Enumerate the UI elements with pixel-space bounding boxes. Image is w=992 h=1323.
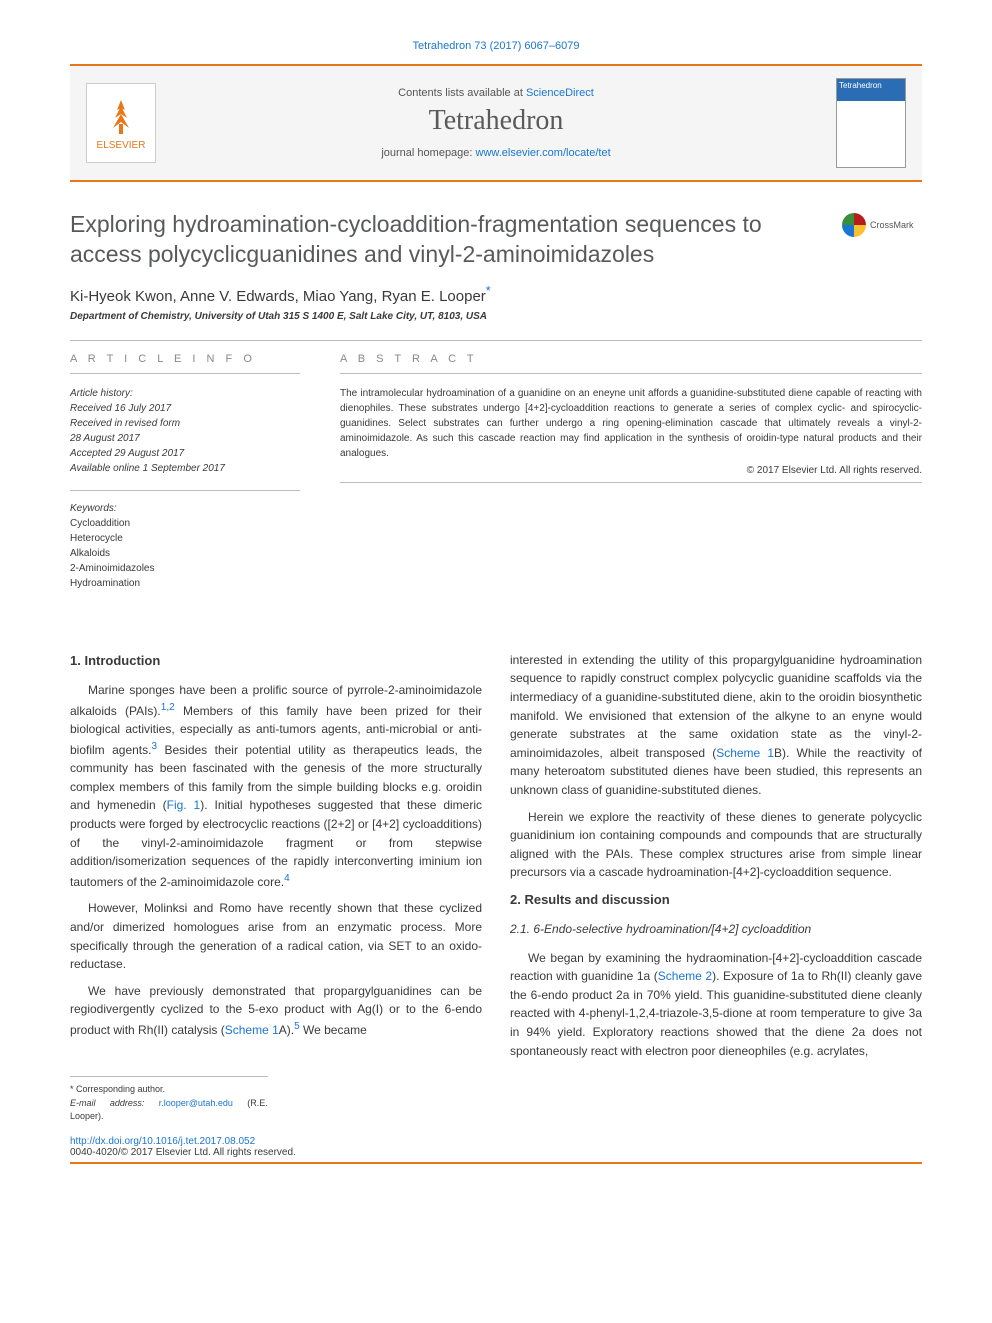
column-right: interested in extending the utility of t… [510, 651, 922, 1125]
corresponding-note: * Corresponding author. [70, 1083, 268, 1097]
article-info: A R T I C L E I N F O Article history: R… [70, 353, 300, 591]
info-heading: A R T I C L E I N F O [70, 353, 300, 365]
section-1-title: 1. Introduction [70, 651, 482, 671]
keywords-label: Keywords: [70, 503, 300, 514]
crossmark-badge[interactable]: CrossMark [842, 210, 922, 240]
ref-link[interactable]: 1,2 [161, 702, 175, 713]
abstract-text: The intramolecular hydroamination of a g… [340, 386, 922, 461]
column-left: 1. Introduction Marine sponges have been… [70, 651, 482, 1125]
article-history: Article history: Received 16 July 2017 R… [70, 386, 300, 476]
homepage-link[interactable]: www.elsevier.com/locate/tet [476, 147, 611, 159]
abstract-block: A B S T R A C T The intramolecular hydro… [340, 353, 922, 591]
corresponding-star: * [486, 284, 491, 298]
abstract-divider [340, 482, 922, 483]
divider [70, 340, 922, 341]
paragraph: We began by examining the hydraomination… [510, 949, 922, 1061]
keywords-list: Cycloaddition Heterocycle Alkaloids 2-Am… [70, 516, 300, 591]
contents-prefix: Contents lists available at [398, 87, 526, 99]
keyword: Alkaloids [70, 546, 300, 561]
keyword: Hydroamination [70, 576, 300, 591]
keyword: Cycloaddition [70, 516, 300, 531]
crossmark-label: CrossMark [870, 220, 914, 230]
author-list: Ki-Hyeok Kwon, Anne V. Edwards, Miao Yan… [70, 284, 922, 305]
text: interested in extending the utility of t… [510, 653, 922, 760]
elsevier-tree-icon [101, 96, 141, 136]
history-label: Article history: [70, 386, 300, 401]
journal-cover-thumb: Tetrahedron [836, 78, 906, 168]
abstract-copyright: © 2017 Elsevier Ltd. All rights reserved… [340, 465, 922, 476]
elsevier-logo: ELSEVIER [86, 83, 156, 163]
article-title: Exploring hydroamination-cycloaddition-f… [70, 210, 830, 270]
doi-link[interactable]: http://dx.doi.org/10.1016/j.tet.2017.08.… [70, 1136, 255, 1147]
text: We became [300, 1023, 367, 1037]
sciencedirect-link[interactable]: ScienceDirect [526, 87, 594, 99]
history-line: Received in revised form [70, 416, 300, 431]
scheme-link[interactable]: Scheme 2 [658, 969, 712, 983]
footer-bar: http://dx.doi.org/10.1016/j.tet.2017.08.… [70, 1136, 922, 1164]
authors-text: Ki-Hyeok Kwon, Anne V. Edwards, Miao Yan… [70, 288, 486, 305]
section-2-title: 2. Results and discussion [510, 890, 922, 910]
footnotes: * Corresponding author. E-mail address: … [70, 1076, 268, 1125]
homepage-line: journal homepage: www.elsevier.com/locat… [176, 147, 816, 159]
history-line: Available online 1 September 2017 [70, 461, 300, 476]
info-divider [70, 373, 300, 374]
cover-label: Tetrahedron [837, 79, 905, 92]
text: A). [279, 1023, 294, 1037]
history-line: 28 August 2017 [70, 431, 300, 446]
elsevier-brand: ELSEVIER [97, 140, 146, 151]
info-divider [70, 490, 300, 491]
header-center: Contents lists available at ScienceDirec… [176, 87, 816, 159]
scheme-link[interactable]: Scheme 1 [225, 1023, 279, 1037]
paragraph: However, Molinksi and Romo have recently… [70, 899, 482, 973]
paragraph: We have previously demonstrated that pro… [70, 982, 482, 1040]
keyword: Heterocycle [70, 531, 300, 546]
abstract-heading: A B S T R A C T [340, 353, 922, 365]
email-link[interactable]: r.looper@utah.edu [159, 1098, 233, 1108]
ref-link[interactable]: 4 [284, 873, 290, 884]
history-line: Received 16 July 2017 [70, 401, 300, 416]
contents-line: Contents lists available at ScienceDirec… [176, 87, 816, 99]
paragraph: Herein we explore the reactivity of thes… [510, 808, 922, 882]
journal-name: Tetrahedron [176, 105, 816, 137]
citation-line: Tetrahedron 73 (2017) 6067–6079 [70, 40, 922, 52]
issn-line: 0040-4020/© 2017 Elsevier Ltd. All right… [70, 1147, 296, 1158]
figure-link[interactable]: Fig. 1 [167, 798, 201, 812]
section-21-title: 2.1. 6-Endo-selective hydroamination/[4+… [510, 920, 922, 939]
scheme-link[interactable]: Scheme 1 [716, 746, 774, 760]
journal-header: ELSEVIER Contents lists available at Sci… [70, 64, 922, 182]
homepage-prefix: journal homepage: [381, 147, 475, 159]
paragraph: Marine sponges have been a prolific sour… [70, 681, 482, 892]
email-label: E-mail address: [70, 1098, 159, 1108]
keyword: 2-Aminoimidazoles [70, 561, 300, 576]
affiliation: Department of Chemistry, University of U… [70, 311, 922, 322]
paragraph: interested in extending the utility of t… [510, 651, 922, 800]
email-line: E-mail address: r.looper@utah.edu (R.E. … [70, 1097, 268, 1125]
history-line: Accepted 29 August 2017 [70, 446, 300, 461]
crossmark-icon [842, 213, 866, 237]
abstract-divider [340, 373, 922, 374]
